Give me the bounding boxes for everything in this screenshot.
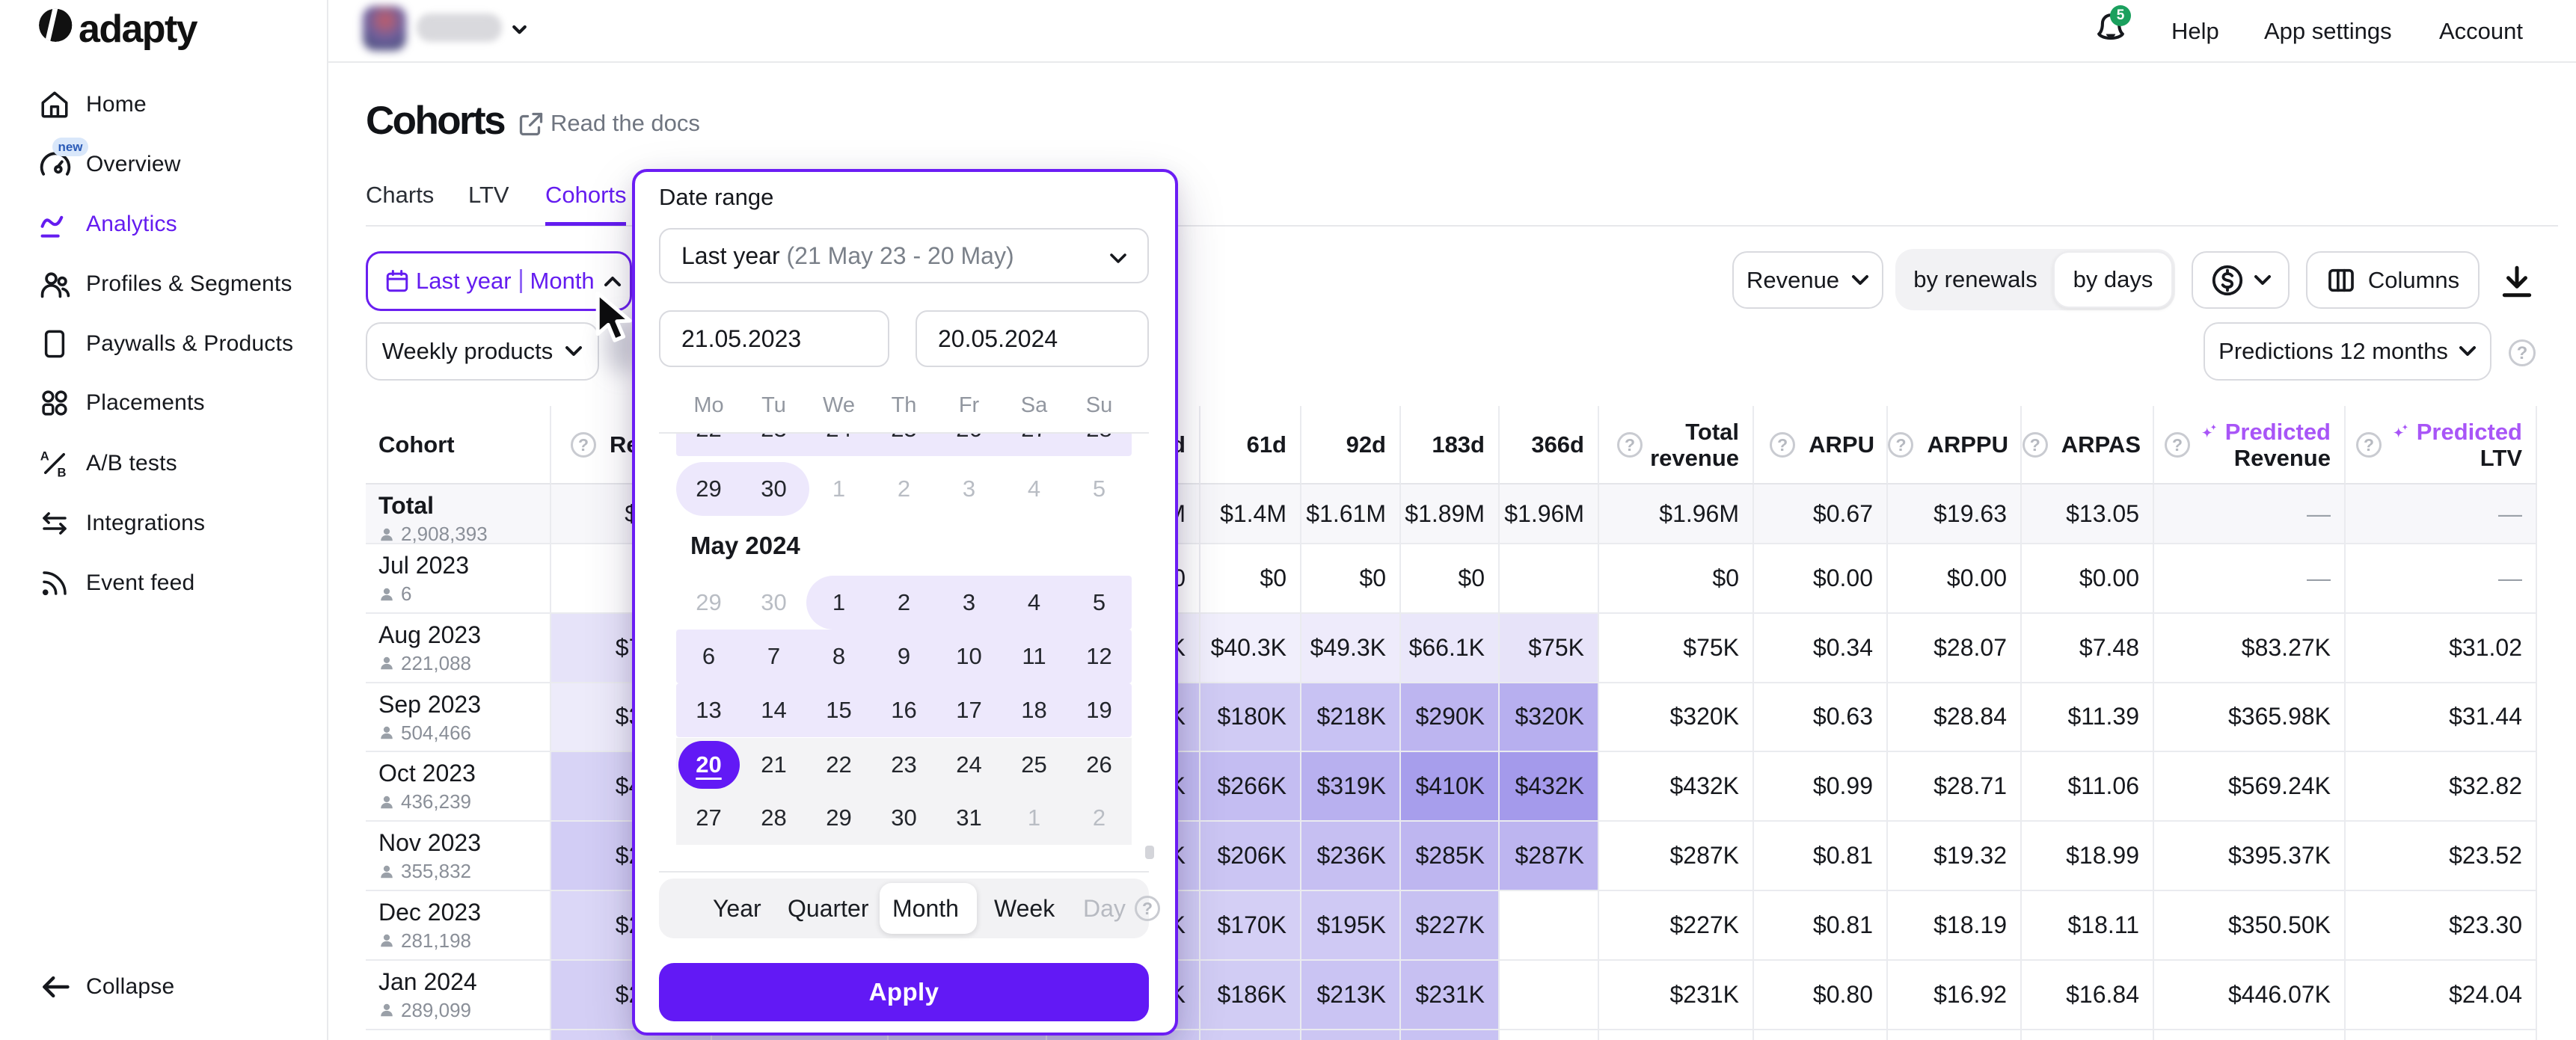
svg-text:adapty: adapty <box>79 7 198 51</box>
svg-text:B: B <box>58 466 67 480</box>
svg-text:A: A <box>40 449 49 464</box>
